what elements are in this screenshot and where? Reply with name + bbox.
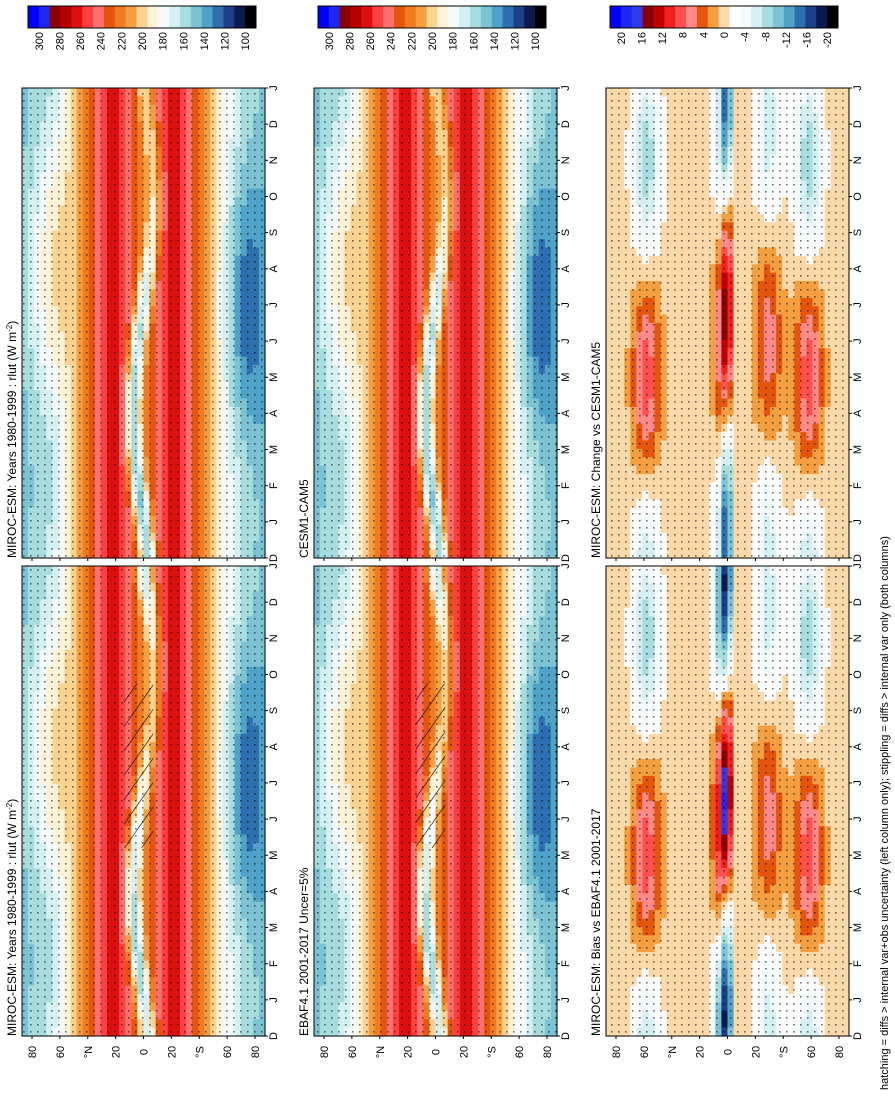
month-tick-label: J (268, 816, 280, 822)
lat-tick-label: 20 (111, 1046, 123, 1058)
lat-tick-label: °S (194, 1046, 206, 1058)
month-tick-label: J (268, 302, 280, 308)
month-tick-label: D (268, 554, 280, 562)
month-tick-label: J (268, 85, 280, 91)
heatmap-panel-0: 80 60 °N 20 0 20 °S 60 80 D J F M A M J J A S O N D J MIROC-ESM… (5, 563, 281, 1058)
month-tick-label: J (268, 563, 280, 569)
lat-tick-label: °N (83, 1046, 95, 1058)
month-tick-label: J (268, 338, 280, 344)
panel-title: MIROC-ESM: Years 1980-1999 : rlut (W m-2… (5, 799, 20, 1036)
month-tick-label: J (268, 997, 280, 1003)
month-tick-label: M (268, 373, 280, 382)
month-tick-label: M (268, 445, 280, 454)
month-tick-label: N (268, 634, 280, 642)
lat-tick-label: 80 (27, 1046, 39, 1058)
month-tick-label: D (268, 120, 280, 128)
lat-tick-label: 80 (250, 1046, 262, 1058)
month-tick-label: F (268, 960, 280, 967)
month-tick-label: M (268, 923, 280, 932)
month-tick-label: F (268, 482, 280, 489)
heatmap-panel-1: 8060°N20020°S6080DJFMAMJJASONDJMIROC-ESM… (5, 85, 281, 580)
month-tick-label: A (268, 887, 280, 895)
lat-tick-label: 60 (55, 1046, 67, 1058)
month-tick-label: A (268, 409, 280, 417)
month-tick-label: D (268, 598, 280, 606)
lat-tick-label: 60 (222, 1046, 234, 1058)
panel-title: MIROC-ESM: Years 1980-1999 : rlut (W m-2… (5, 321, 20, 558)
month-tick-label: O (268, 192, 280, 201)
hatching-overlay (124, 683, 154, 848)
lat-tick-label: 20 (166, 1046, 178, 1058)
month-tick-label: A (268, 742, 280, 750)
lat-tick-label: 0 (139, 1049, 151, 1055)
month-tick-label: J (268, 519, 280, 525)
month-tick-label: S (268, 707, 280, 714)
month-tick-label: S (268, 229, 280, 236)
month-tick-label: D (268, 1032, 280, 1040)
month-tick-label: J (268, 780, 280, 786)
month-tick-label: A (268, 264, 280, 272)
month-tick-label: N (268, 156, 280, 164)
month-tick-label: M (268, 851, 280, 860)
month-tick-label: O (268, 670, 280, 679)
heatmap-panel-3: 8060°N20020°S6080DJFMAMJJASONDJCESM1-CAM… (297, 85, 572, 580)
stippling-overlay (22, 88, 265, 558)
